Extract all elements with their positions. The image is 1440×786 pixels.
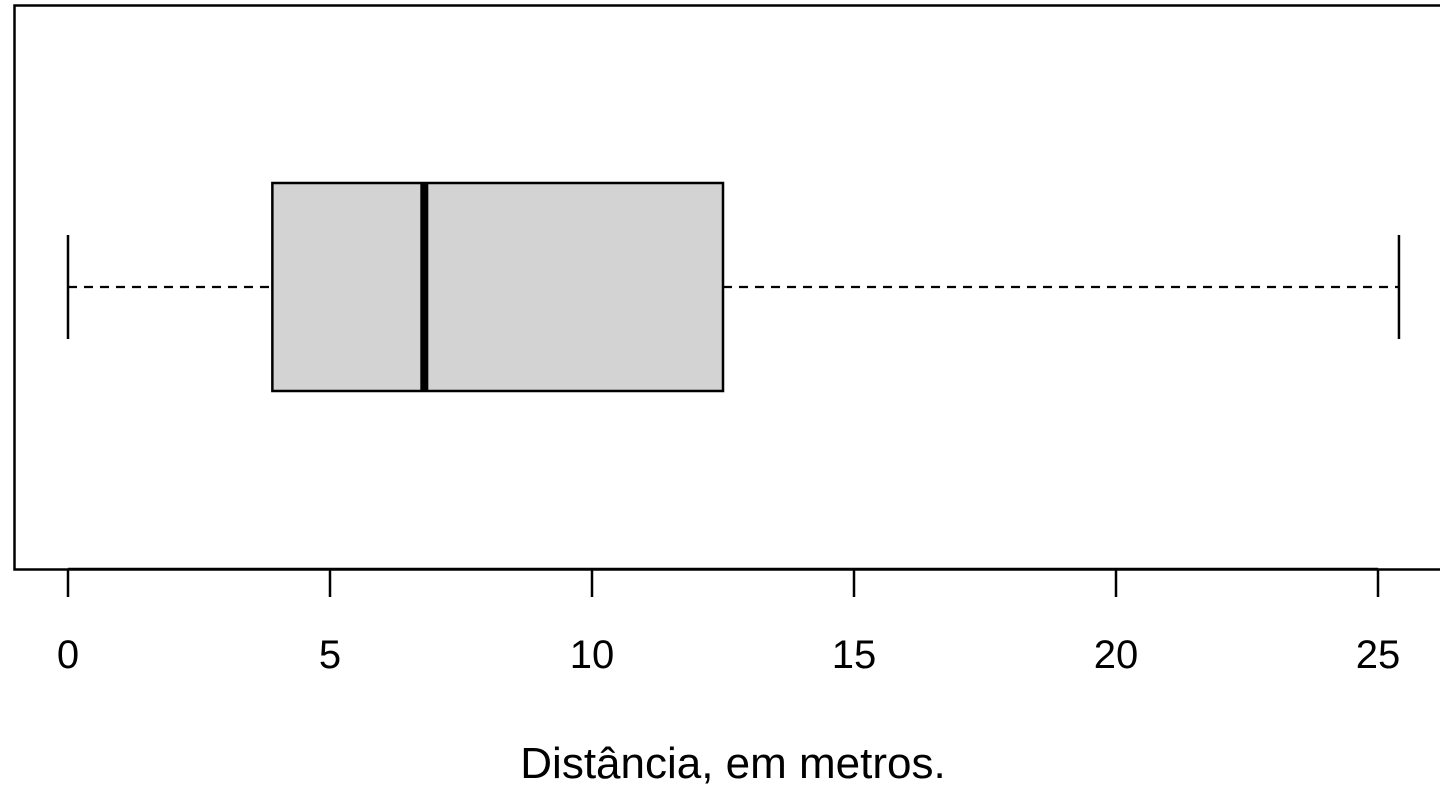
x-tick-label-5: 5 <box>319 633 341 677</box>
iqr-box <box>271 181 725 393</box>
box-group <box>66 181 1401 393</box>
x-tick-label-25: 25 <box>1356 633 1401 677</box>
x-tick-label-15: 15 <box>832 633 877 677</box>
x-axis: 0 5 10 15 20 25 <box>57 567 1401 677</box>
x-tick-label-10: 10 <box>570 633 615 677</box>
x-axis-title: Distância, em metros. <box>520 739 945 786</box>
x-tick-label-0: 0 <box>57 633 79 677</box>
x-tick-label-20: 20 <box>1094 633 1139 677</box>
